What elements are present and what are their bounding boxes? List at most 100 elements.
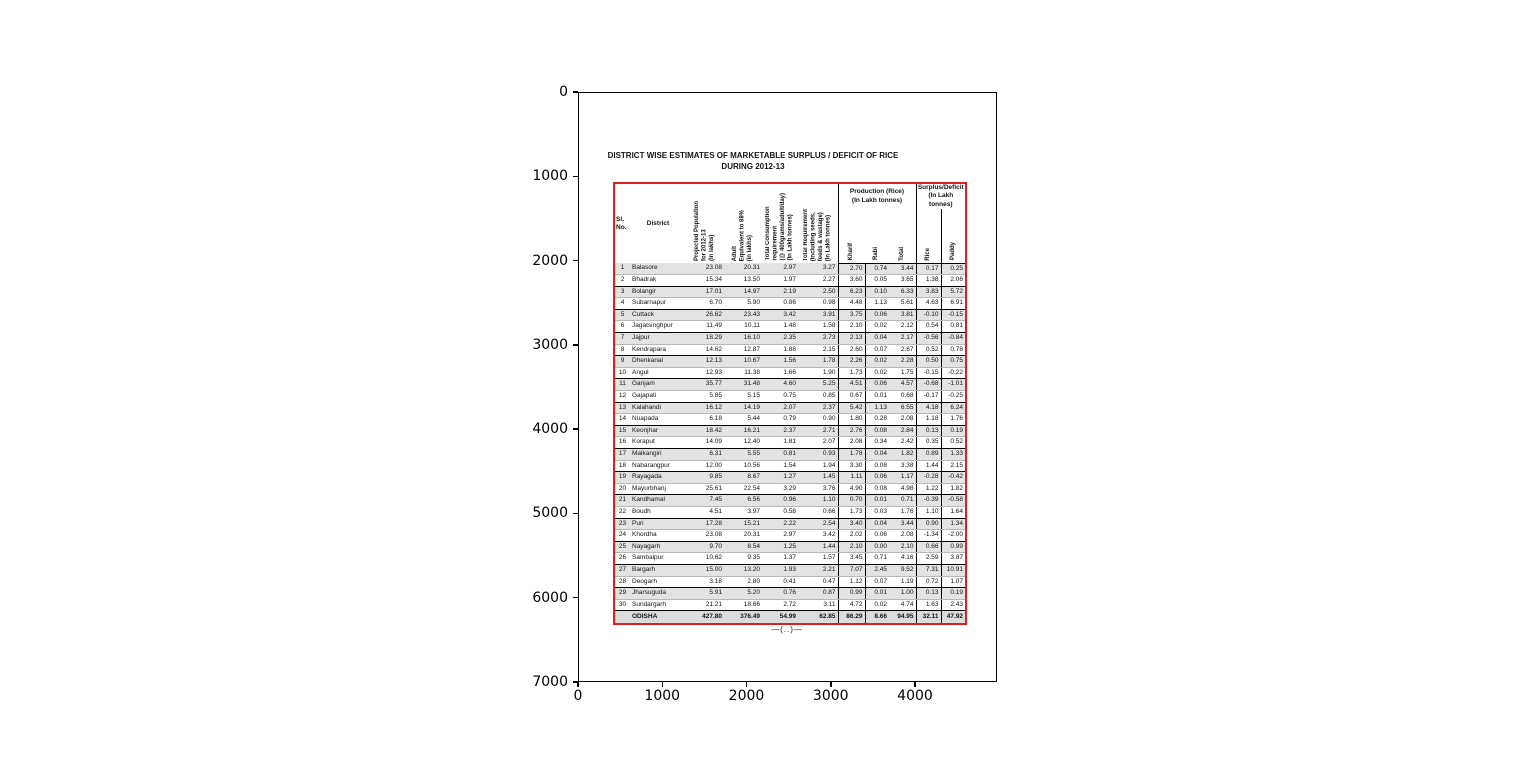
table-cell: Angul — [630, 367, 686, 380]
x-tick-mark — [661, 682, 663, 687]
table-cell: 7 — [614, 332, 630, 345]
x-tick-label: 4000 — [897, 688, 933, 704]
x-tick-mark — [914, 682, 916, 687]
table-cell: 10.91 — [940, 564, 967, 577]
table-cell: 2.97 — [762, 529, 798, 542]
table-cell: 3.44 — [889, 263, 917, 276]
table-cell: Kandhamal — [630, 494, 686, 507]
table-cell: -0.84 — [940, 332, 967, 345]
table-row: 4 Subarnapur 6.70 5.90 0.86 0.98 4.48 1.13 5.61 4… — [614, 297, 967, 310]
table-cell: 14.19 — [724, 402, 762, 415]
table-cell: 5.91 — [686, 587, 724, 600]
table-cell: 1.88 — [762, 344, 798, 357]
table-row: 30 Sundargarh 21.21 18.66 2.72 3.11 4.72 0.02 4.… — [614, 599, 967, 612]
table-cell: 2.45 — [864, 564, 889, 577]
table-cell: 1.80 — [837, 413, 865, 426]
table-cell: 86.29 — [837, 610, 865, 625]
table-cell: 6 — [614, 320, 630, 334]
table-cell: 2.28 — [889, 355, 917, 368]
table-cell: 4.63 — [915, 297, 942, 310]
table-cell — [614, 610, 630, 625]
table-cell: -0.25 — [940, 390, 967, 403]
table-cell: -0.68 — [915, 378, 942, 392]
y-tick-label: 3000 — [532, 336, 568, 353]
table-cell: 23 — [614, 518, 630, 531]
table-cell: 3.11 — [798, 599, 838, 612]
x-tick-mark — [830, 682, 832, 687]
table-cell: 5.72 — [940, 286, 967, 299]
table-cell: 0.70 — [837, 494, 865, 507]
table-cell: 5.20 — [724, 587, 762, 600]
col-header-kharif: Kharif — [837, 209, 865, 264]
table-title: DISTRICT WISE ESTIMATES OF MARKETABLE SU… — [567, 151, 939, 173]
table-cell: 0.10 — [864, 286, 889, 299]
table-cell: 31.48 — [724, 378, 762, 392]
table-cell: 15.21 — [724, 518, 762, 531]
y-tick-mark — [573, 91, 578, 93]
y-tick-mark — [573, 596, 578, 599]
table-cell: 0.89 — [915, 448, 942, 461]
table-cell: -1.34 — [915, 529, 942, 542]
table-cell: Rayagada — [630, 471, 686, 484]
table-cell: 1.94 — [798, 460, 838, 473]
table-cell: 35.77 — [686, 378, 724, 392]
x-tick-label: 3000 — [812, 688, 849, 704]
table-cell: 0.79 — [762, 413, 798, 426]
table-cell: 0.07 — [864, 344, 889, 357]
table-cell: 0.02 — [864, 599, 889, 612]
table-cell: 2.07 — [762, 402, 798, 415]
table-cell: 1.45 — [798, 471, 838, 484]
table-cell: 18.42 — [686, 425, 724, 438]
table-cell: 0.25 — [940, 263, 967, 276]
table-cell: Mayurbhanj — [630, 483, 686, 496]
table-cell: 1.38 — [915, 274, 942, 287]
table-cell: 7.31 — [915, 564, 942, 577]
table-cell: 3 — [614, 286, 630, 299]
x-tick-label: 2000 — [728, 688, 765, 704]
col-header-requirement: Total Requirement (including seeds, feed… — [798, 183, 838, 263]
table-cell: 18.29 — [686, 332, 724, 345]
table-cell: 2.60 — [837, 344, 865, 357]
table-cell: 2.13 — [837, 332, 865, 345]
table-cell: 3.75 — [837, 309, 865, 322]
table-cell: -0.39 — [915, 494, 942, 507]
table-row: 25 Nayagarh 9.70 8.54 1.25 1.44 2.10 0.00 2.10 0.… — [614, 541, 967, 554]
table-cell: 1.12 — [837, 576, 865, 589]
table-cell: 0.06 — [864, 529, 889, 542]
table-cell: 2.19 — [762, 286, 798, 299]
table-cell: 0.85 — [798, 390, 838, 403]
table-row: 5 Cuttack 26.62 23.43 3.42 3.91 3.75 0.06 3.81 -0… — [614, 309, 967, 322]
table-cell: 18.66 — [724, 599, 762, 612]
table-cell: Keonjhar — [630, 425, 686, 438]
table-cell: 1.66 — [762, 367, 798, 380]
table-cell: Jajpur — [630, 332, 686, 345]
table-cell: -0.10 — [915, 309, 942, 322]
table-cell: 0.72 — [915, 576, 942, 589]
table-cell: 2.37 — [798, 402, 838, 415]
table-cell: 0.99 — [837, 587, 865, 600]
table-cell: 1.81 — [762, 436, 798, 449]
table-cell: 3.38 — [889, 460, 917, 473]
table-cell: 17 — [614, 448, 630, 461]
table-cell: 12 — [614, 390, 630, 403]
table-cell: 2.15 — [798, 344, 838, 357]
table-cell: 2.35 — [762, 332, 798, 345]
table-cell: 0.78 — [940, 344, 967, 357]
table-cell: 12.93 — [686, 367, 724, 380]
table-cell: 11 — [614, 378, 630, 392]
table-cell: 25 — [614, 541, 630, 554]
table-cell: 2.22 — [762, 518, 798, 531]
x-tick-mark — [745, 682, 748, 687]
table-cell: 0.68 — [889, 390, 917, 403]
table-cell: 2.43 — [940, 599, 967, 612]
y-tick-label: 1000 — [532, 168, 568, 185]
y-tick-label: 2000 — [532, 252, 568, 269]
table-cell: 2.02 — [837, 529, 865, 542]
table-cell: 7.07 — [837, 564, 865, 577]
table-cell: Balasore — [630, 263, 686, 276]
table-cell: 26.62 — [686, 309, 724, 322]
table-cell: 3.76 — [798, 483, 838, 496]
table-cell: 6.23 — [837, 286, 865, 299]
table-cell: 427.80 — [686, 610, 724, 625]
table-cell: 3.29 — [762, 483, 798, 496]
